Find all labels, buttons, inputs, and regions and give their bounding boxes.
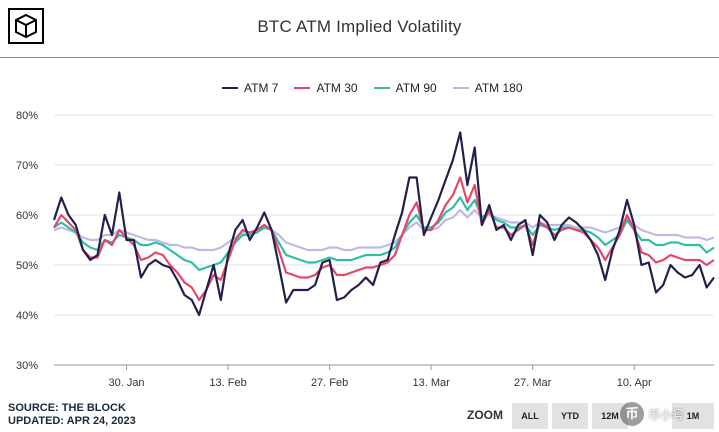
x-tick-label: 13. Mar xyxy=(412,377,450,389)
watermark-text: 币小号 xyxy=(648,407,685,422)
legend-swatch-atm180 xyxy=(452,87,469,89)
x-tick-label: 27. Mar xyxy=(514,377,552,389)
legend-swatch-atm30 xyxy=(294,87,311,89)
series-line-atm7 xyxy=(52,131,715,317)
x-tick-label: 30. Jan xyxy=(108,377,144,389)
x-tick-label: 27. Feb xyxy=(311,377,348,389)
chart-title: BTC ATM Implied Volatility xyxy=(257,17,462,36)
series-line-atm30 xyxy=(53,176,715,302)
y-tick-label: 70% xyxy=(16,160,38,172)
legend-item-atm90[interactable]: ATM 90 xyxy=(373,81,437,95)
legend-label: ATM 90 xyxy=(395,81,437,95)
zoom-all-button[interactable]: ALL xyxy=(512,403,548,429)
header-divider xyxy=(0,57,719,58)
x-tick-label: 10. Apr xyxy=(617,377,652,389)
series-line-atm90 xyxy=(53,196,715,272)
legend-label: ATM 180 xyxy=(474,81,523,95)
line-chart: 30% 40% 50% 60% 70% 80% 30. Jan 13. Feb 27. Feb 1… xyxy=(16,110,715,389)
watermark: 币 币小号 xyxy=(620,398,716,430)
series-line-atm180 xyxy=(53,208,715,252)
y-tick-label: 30% xyxy=(16,360,38,372)
y-tick-label: 50% xyxy=(16,260,38,272)
x-tick-label: 13. Feb xyxy=(209,377,246,389)
chart-legend: ATM 7 ATM 30 ATM 90 ATM 180 xyxy=(222,81,523,95)
footer-source: SOURCE: THE BLOCK UPDATED: APR 24, 2023 xyxy=(8,402,136,428)
legend-swatch-atm90 xyxy=(373,87,390,89)
source-text: SOURCE: THE BLOCK xyxy=(8,402,126,414)
y-tick-label: 80% xyxy=(16,110,38,122)
legend-item-atm180[interactable]: ATM 180 xyxy=(452,81,523,95)
zoom-1m-button[interactable]: 1M xyxy=(672,403,714,429)
watermark-badge-icon: 币 xyxy=(620,402,644,426)
legend-item-atm30[interactable]: ATM 30 xyxy=(294,81,358,95)
updated-text: UPDATED: APR 24, 2023 xyxy=(8,415,136,427)
legend-swatch-atm7 xyxy=(222,87,238,89)
the-block-logo xyxy=(8,8,44,44)
y-tick-label: 60% xyxy=(16,210,38,222)
legend-label: ATM 30 xyxy=(316,81,358,95)
zoom-label: ZOOM xyxy=(467,408,503,422)
zoom-ytd-button[interactable]: YTD xyxy=(552,403,588,429)
y-tick-label: 40% xyxy=(16,310,38,322)
legend-item-atm7[interactable]: ATM 7 xyxy=(222,81,278,95)
legend-label: ATM 7 xyxy=(244,81,279,95)
